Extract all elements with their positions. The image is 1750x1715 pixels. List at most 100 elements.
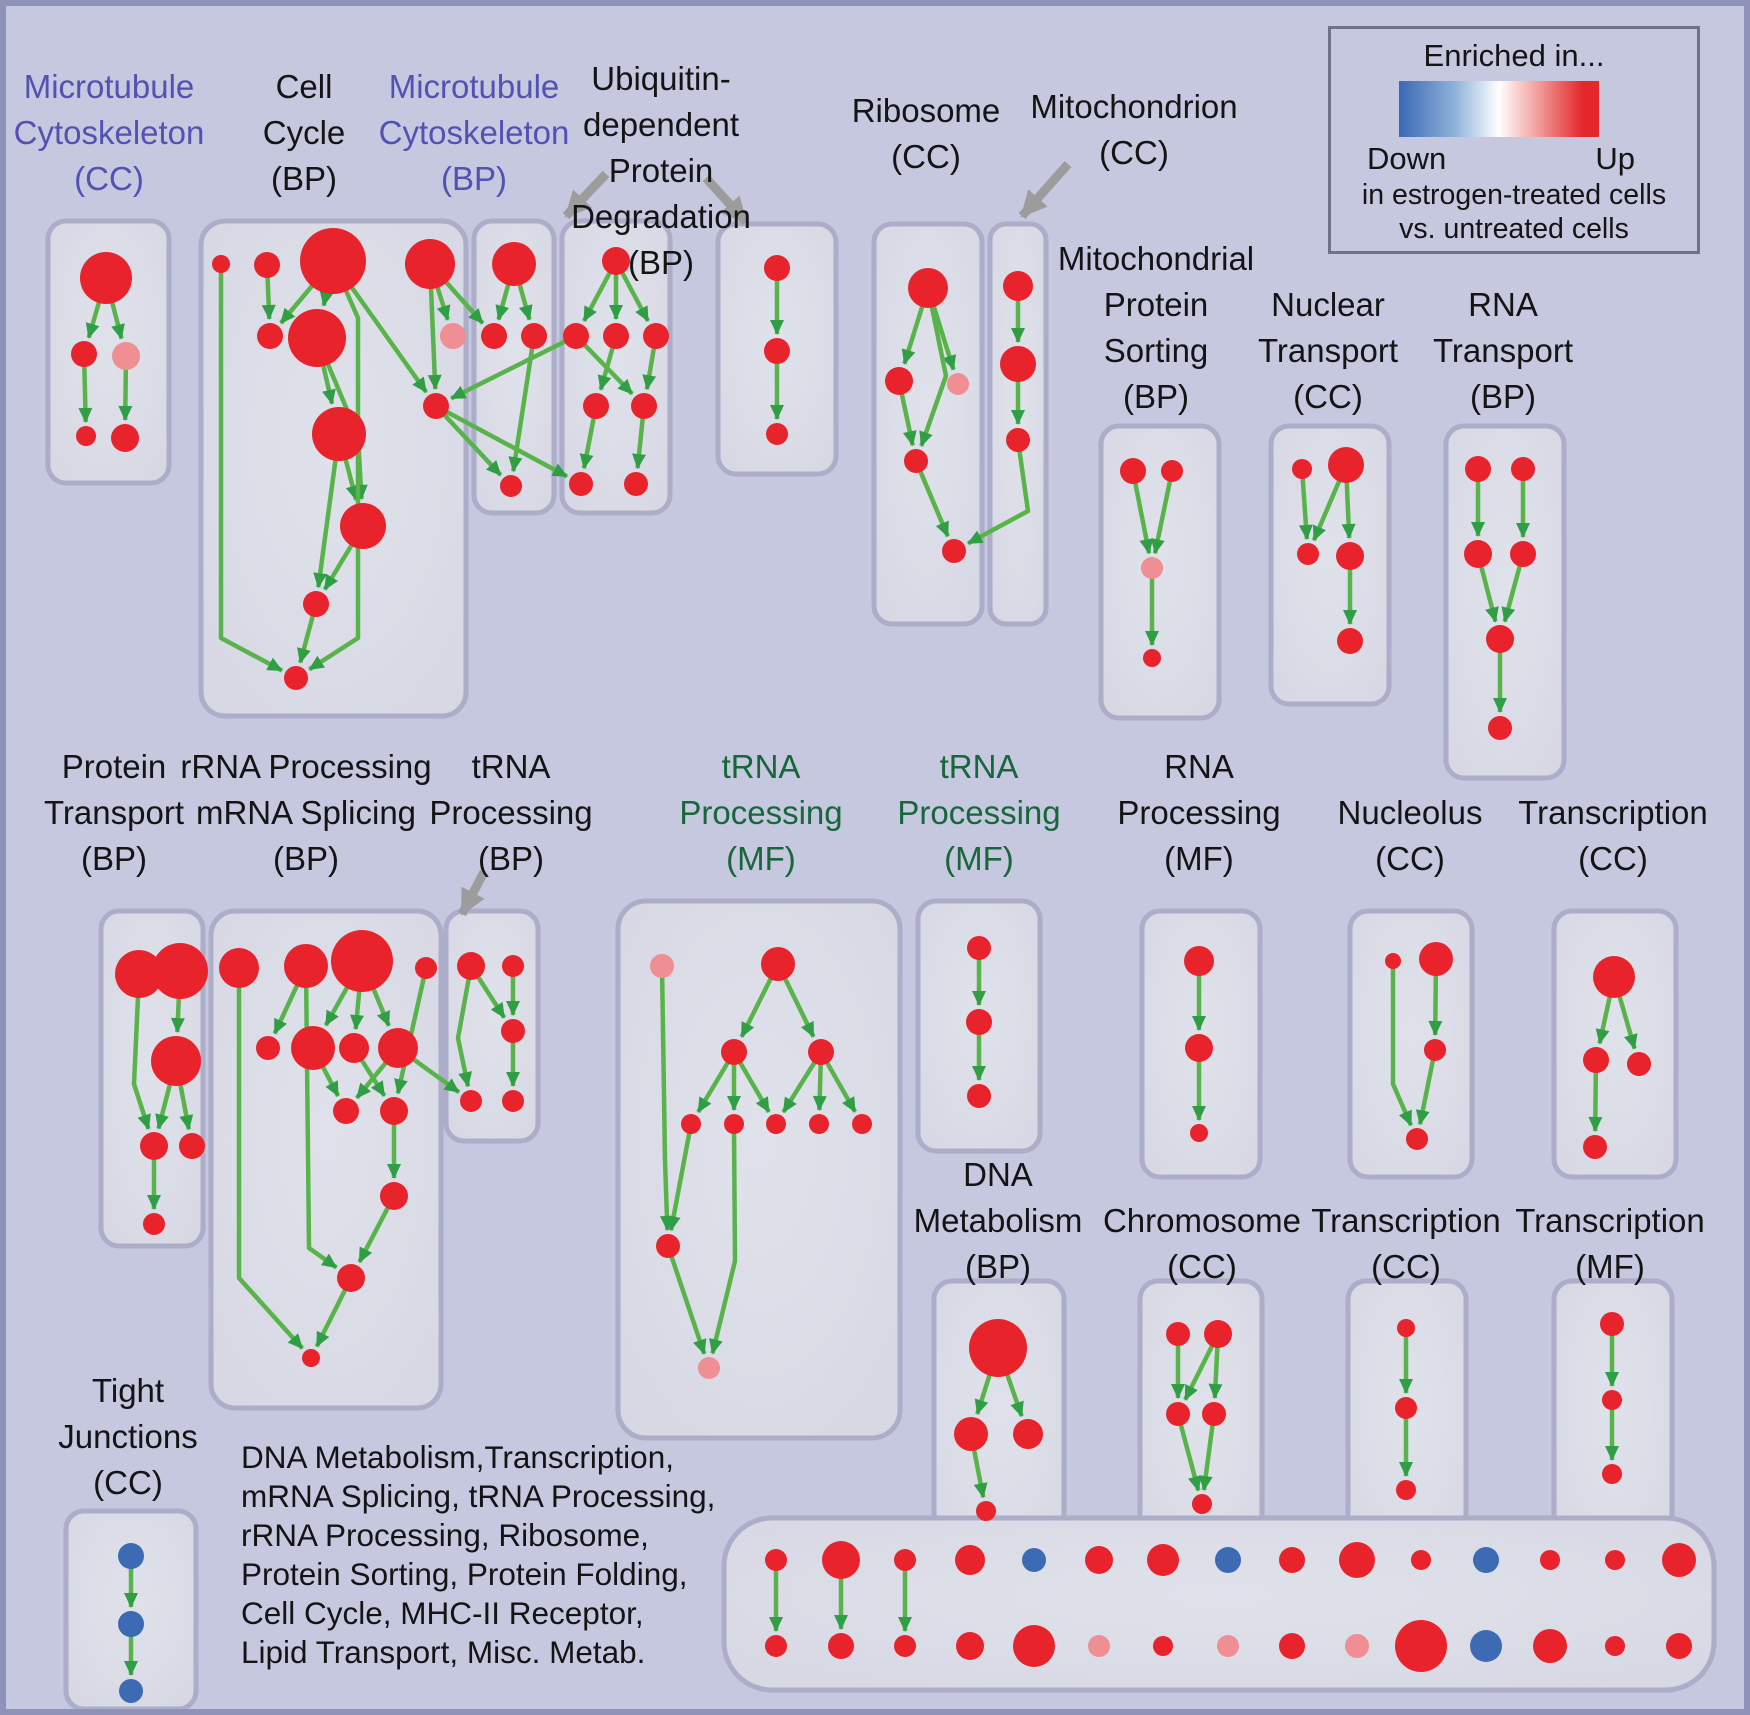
- go-term-node-red: [765, 1635, 787, 1657]
- hierarchy-edge: [659, 971, 674, 1231]
- hierarchy-edge: [1150, 475, 1174, 555]
- hierarchy-edge: [666, 1128, 693, 1232]
- hierarchy-edge: [735, 1056, 771, 1114]
- legend: Enriched in... Down Up in estrogen-treat…: [1328, 26, 1700, 254]
- group-label-nucleolus-cc: Nucleolus (CC): [1337, 794, 1483, 877]
- go-term-node-red: [766, 423, 788, 445]
- hierarchy-edge: [779, 970, 816, 1038]
- cluster-box: [721, 1515, 1717, 1693]
- go-term-node-red: [954, 1417, 988, 1451]
- legend-axis-labels: Down Up: [1367, 141, 1635, 177]
- group-label-microtubule-cytoskeleton-cc: Microtubule Cytoskeleton (CC): [13, 68, 205, 197]
- go-term-node-red: [1666, 1633, 1692, 1659]
- go-term-node-red: [1006, 428, 1030, 452]
- go-term-node-red: [339, 1033, 369, 1063]
- go-term-node-red: [291, 1026, 335, 1070]
- hierarchy-edge: [967, 445, 1031, 546]
- group-label-rna-processing-mf: RNA Processing (MF): [1117, 748, 1281, 877]
- go-term-node-red: [1013, 1419, 1043, 1449]
- hierarchy-edge: [218, 268, 283, 673]
- go-term-node-red: [885, 367, 913, 395]
- go-term-node-red: [1605, 1636, 1625, 1656]
- group-label-nuclear-transport-cc: Nuclear Transport (CC): [1258, 286, 1398, 415]
- go-term-node-red: [1419, 942, 1453, 976]
- go-term-node-red: [1397, 1319, 1415, 1337]
- go-term-node-pink: [698, 1357, 720, 1379]
- hierarchy-edge: [508, 342, 536, 473]
- group-label-transcription-mf: Transcription (MF): [1515, 1202, 1705, 1285]
- go-term-node-red: [894, 1549, 916, 1571]
- hierarchy-edge: [404, 1052, 461, 1095]
- legend-subtitle-line2: vs. untreated cells: [1399, 213, 1629, 245]
- go-term-node-red: [969, 1319, 1027, 1377]
- hierarchy-edge: [455, 972, 473, 1088]
- go-term-node-red: [1511, 457, 1535, 481]
- go-term-node-pink: [1141, 557, 1163, 579]
- go-term-node-red: [284, 944, 328, 988]
- go-term-node-red: [569, 472, 593, 496]
- hierarchy-edge: [357, 1201, 393, 1264]
- go-term-node-red: [1406, 1128, 1428, 1150]
- go-term-node-red: [331, 930, 393, 992]
- go-term-node-red: [583, 393, 609, 419]
- hierarchy-edge: [642, 342, 658, 391]
- go-term-node-blue: [1470, 1630, 1502, 1662]
- go-term-node-red: [521, 323, 547, 349]
- go-term-node-pink: [112, 342, 140, 370]
- go-term-node-pink: [947, 373, 969, 395]
- go-term-node-red: [502, 1090, 524, 1112]
- go-term-node-pink: [650, 954, 674, 978]
- go-term-node-red: [1583, 1047, 1609, 1073]
- go-term-node-pink: [1345, 1634, 1369, 1658]
- hierarchy-edge: [1390, 965, 1414, 1127]
- hierarchy-edge: [928, 296, 957, 371]
- hierarchy-edge: [739, 970, 777, 1038]
- cluster-box: [1551, 908, 1679, 1180]
- go-term-node-red: [76, 426, 96, 446]
- hierarchy-edge: [970, 1441, 988, 1499]
- annotation-note: DNA Metabolism,Transcription, mRNA Splic…: [241, 1439, 716, 1670]
- go-term-node-red: [1395, 1620, 1447, 1672]
- go-term-node-red: [1204, 1320, 1232, 1348]
- go-term-node-red: [1328, 447, 1364, 483]
- group-label-cell-cycle-bp: Cell Cycle (BP): [262, 68, 346, 197]
- hierarchy-edge: [696, 1056, 733, 1114]
- hierarchy-edge: [1614, 986, 1638, 1050]
- go-term-node-red: [1161, 460, 1183, 482]
- go-term-node-red: [1583, 1135, 1607, 1159]
- go-term-node-red: [828, 1633, 854, 1659]
- go-term-node-red: [151, 1036, 201, 1086]
- go-term-node-red: [457, 952, 485, 980]
- hierarchy-edge: [898, 387, 917, 447]
- go-term-node-red: [254, 252, 280, 278]
- group-label-tight-junctions-cc: Tight Junctions (CC): [58, 1372, 198, 1501]
- go-term-nodes-layer: [71, 228, 1696, 1703]
- go-term-node-red: [337, 1264, 365, 1292]
- hierarchy-edge: [1177, 1419, 1202, 1492]
- go-term-node-red: [380, 1182, 408, 1210]
- hierarchy-edge: [781, 1056, 820, 1114]
- go-term-node-blue: [118, 1611, 144, 1637]
- go-term-node-red: [415, 957, 437, 979]
- go-term-node-red: [1184, 946, 1214, 976]
- hierarchy-edge: [472, 970, 507, 1019]
- go-term-node-red: [423, 393, 449, 419]
- go-term-node-red: [481, 323, 507, 349]
- go-term-node-red: [904, 449, 928, 473]
- hierarchy-edge: [632, 412, 646, 470]
- go-term-node-red: [967, 1084, 991, 1108]
- go-term-node-red: [152, 943, 208, 999]
- go-term-node-red: [681, 1114, 701, 1134]
- go-term-node-red: [908, 268, 948, 308]
- cluster-box: [63, 1508, 199, 1709]
- go-term-node-red: [955, 1545, 985, 1575]
- go-term-node-red: [1292, 459, 1312, 479]
- hierarchy-edge: [1477, 560, 1499, 623]
- go-term-node-red: [602, 247, 630, 275]
- hierarchy-edge: [667, 1250, 707, 1355]
- label-pointer-arrow: [1018, 161, 1072, 219]
- go-term-node-blue: [119, 1679, 143, 1703]
- go-term-node-red: [143, 1213, 165, 1235]
- hierarchy-edge: [78, 360, 93, 423]
